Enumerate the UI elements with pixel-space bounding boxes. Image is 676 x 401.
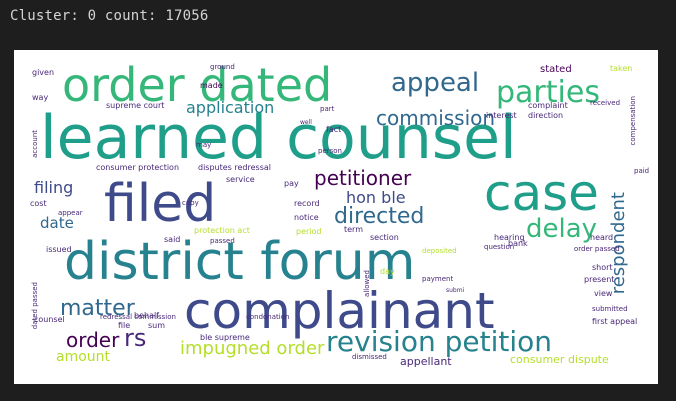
word-ground: ground — [210, 63, 235, 71]
word-well: well — [300, 119, 312, 126]
wordcloud: order dated learned counsel case filed d… — [14, 50, 658, 384]
word-passed: passed — [210, 237, 235, 245]
word-service: service — [226, 175, 255, 184]
word-file: file — [118, 321, 131, 330]
word-person: person — [318, 147, 342, 155]
cell-output-header: Cluster: 0 count: 17056 — [10, 8, 209, 24]
word-protection-act: protection act — [194, 226, 250, 235]
word-question: question — [484, 243, 515, 251]
word-way: way — [32, 93, 49, 102]
word-condonation: condonation — [246, 313, 290, 321]
word-district-forum: district forum — [64, 232, 416, 292]
word-order-passed: order passed — [574, 245, 620, 253]
word-petitioner: petitioner — [314, 166, 412, 190]
word-part: part — [320, 105, 335, 113]
word-matter: matter — [60, 296, 135, 321]
word-section: section — [370, 233, 399, 242]
word-consumer-dispute: consumer dispute — [510, 353, 609, 366]
word-first-appeal: first appeal — [592, 317, 638, 326]
word-commission: commission — [376, 106, 496, 130]
word-appear: appear — [58, 209, 83, 217]
word-counsel: counsel — [34, 315, 65, 324]
word-fact: fact — [326, 125, 342, 134]
word-consumer-protection: consumer protection — [96, 163, 180, 172]
word-deposited: deposited — [422, 247, 457, 255]
wordcloud-figure: order dated learned counsel case filed d… — [14, 50, 658, 384]
word-rs: rs — [124, 324, 147, 352]
word-redressal-commission: redressal commission — [100, 313, 176, 321]
word-ble-supreme: ble supreme — [200, 333, 250, 342]
word-received: received — [590, 99, 621, 107]
word-taken: taken — [610, 64, 633, 73]
word-may: may — [196, 141, 212, 149]
word-appeal: appeal — [391, 68, 480, 98]
word-period: period — [296, 227, 322, 236]
word-paid: paid — [634, 167, 650, 175]
word-short: short — [592, 263, 613, 272]
word-said: said — [164, 235, 181, 244]
word-behalf: behalf — [134, 311, 160, 320]
word-appellant: appellant — [400, 355, 452, 368]
word-directed: directed — [334, 204, 425, 229]
word-dismissed: dismissed — [352, 353, 387, 361]
word-impugned-order: impugned order — [180, 338, 325, 359]
word-view: view — [594, 289, 613, 298]
word-submitted: submitted — [592, 305, 628, 313]
word-disputes-redressal: disputes redressal — [198, 163, 271, 172]
word-record: record — [294, 199, 320, 208]
word-stated: stated — [540, 64, 572, 75]
word-revision-petition: revision petition — [326, 325, 553, 358]
word-heard: heard — [590, 233, 614, 242]
word-bank: bank — [508, 239, 528, 248]
word-filed: filed — [104, 174, 217, 234]
word-day: day — [380, 267, 395, 276]
word-delay: delay — [526, 214, 598, 244]
word-payment: payment — [422, 275, 454, 283]
word-interest: interest — [486, 111, 517, 120]
word-sum: sum — [148, 321, 166, 330]
word-filing: filing — [34, 178, 74, 197]
word-compensation: compensation — [629, 96, 637, 146]
word-pay: pay — [284, 179, 299, 188]
word-amount: amount — [56, 349, 111, 365]
word-term: term — [344, 225, 363, 234]
word-hon-ble: hon ble — [346, 188, 406, 207]
word-order-dated: order dated — [62, 58, 333, 112]
word-date: date — [40, 214, 74, 232]
word-account: account — [31, 130, 39, 158]
word-notice: notice — [294, 213, 319, 222]
word-case: case — [484, 164, 599, 222]
word-direction: direction — [528, 111, 564, 120]
word-cost: cost — [30, 199, 47, 208]
word-copy: copy — [182, 199, 199, 207]
word-complainant: complainant — [184, 282, 495, 340]
word-supreme-court: supreme court — [106, 101, 165, 110]
word-made: made — [200, 81, 223, 90]
word-complaint: complaint — [528, 101, 568, 110]
word-order: order — [66, 328, 120, 352]
word-learned-counsel: learned counsel — [40, 103, 517, 173]
word-issued: issued — [46, 245, 72, 254]
word-present: present — [584, 275, 615, 284]
word-application: application — [186, 98, 275, 117]
word-parties: parties — [496, 75, 600, 110]
word-allowed: allowed — [363, 270, 371, 297]
word-submi: submi — [446, 287, 465, 294]
word-hearing: hearing — [494, 233, 525, 242]
word-given: given — [32, 68, 55, 77]
